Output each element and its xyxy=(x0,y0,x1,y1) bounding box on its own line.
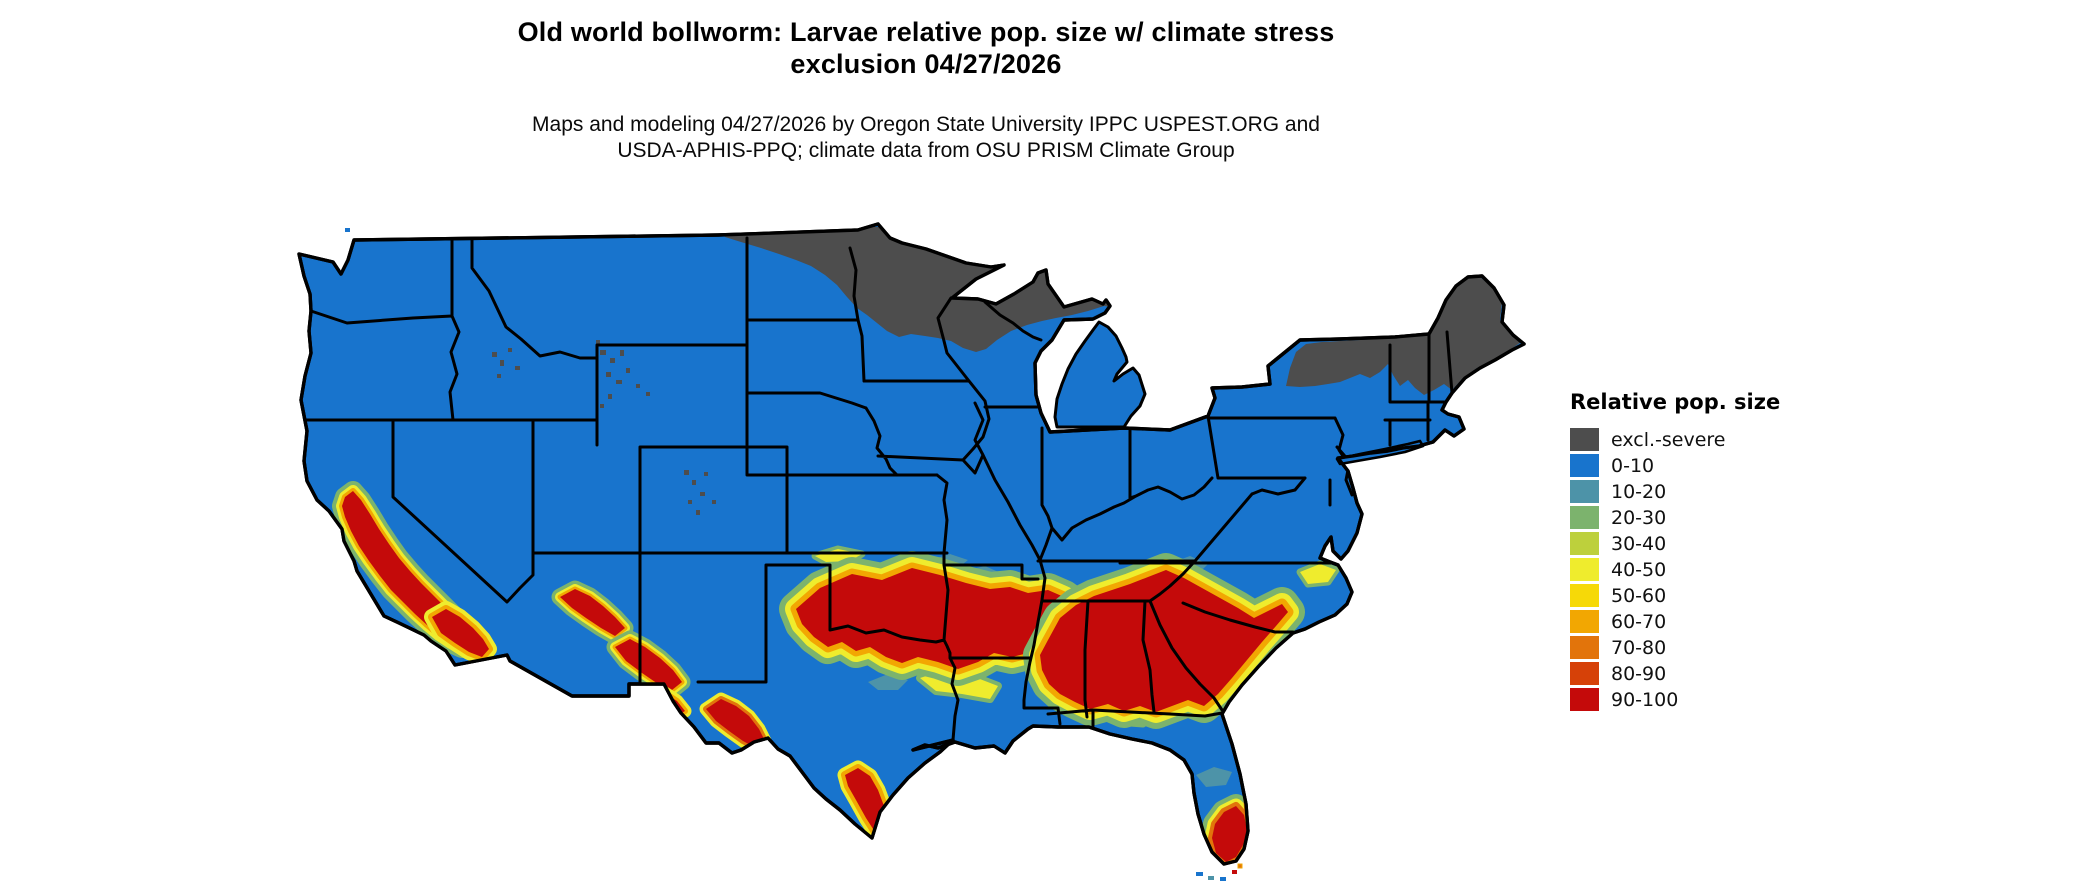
legend-swatch-60-70 xyxy=(1570,610,1599,633)
excluded-region-northeast xyxy=(1286,277,1520,395)
legend-label: 0-10 xyxy=(1611,454,1655,477)
legend-swatch-90-100 xyxy=(1570,688,1599,711)
title-line-2: exclusion 04/27/2026 xyxy=(790,49,1062,79)
legend-swatch-30-40 xyxy=(1570,532,1599,555)
legend-item: 20-30 xyxy=(1570,506,1800,529)
legend-swatch-20-30 xyxy=(1570,506,1599,529)
excluded-region-north-central xyxy=(712,227,1118,352)
state-borders xyxy=(303,236,1454,742)
us-map xyxy=(297,222,1526,881)
legend-label: 20-30 xyxy=(1611,506,1667,529)
figure-subtitle: Maps and modeling 04/27/2026 by Oregon S… xyxy=(297,112,1555,164)
legend-label: 30-40 xyxy=(1611,532,1667,555)
legend-item: 80-90 xyxy=(1570,662,1800,685)
raster-layers xyxy=(303,227,1520,862)
legend-label: 80-90 xyxy=(1611,662,1667,685)
legend-label: 50-60 xyxy=(1611,584,1667,607)
legend-item: 0-10 xyxy=(1570,454,1800,477)
legend-item: 40-50 xyxy=(1570,558,1800,581)
legend-label: excl.-severe xyxy=(1611,428,1726,451)
excluded-mountain-speckles xyxy=(492,340,716,515)
michigan-lower-peninsula xyxy=(1053,320,1147,429)
legend-swatch-70-80 xyxy=(1570,636,1599,659)
legend-swatch-50-60 xyxy=(1570,584,1599,607)
legend-swatch-40-50 xyxy=(1570,558,1599,581)
us-map-container xyxy=(297,222,1557,892)
legend-swatch-10-20 xyxy=(1570,480,1599,503)
map-legend: Relative pop. size excl.-severe 0-10 10-… xyxy=(1570,390,1800,714)
florida-keys xyxy=(1196,863,1243,881)
legend-label: 90-100 xyxy=(1611,688,1679,711)
legend-title: Relative pop. size xyxy=(1570,390,1781,414)
figure-title: Old world bollworm: Larvae relative pop.… xyxy=(297,16,1555,80)
legend-item: 30-40 xyxy=(1570,532,1800,555)
subtitle-line-2: USDA-APHIS-PPQ; climate data from OSU PR… xyxy=(617,139,1235,162)
excluded-severe-regions xyxy=(492,227,1520,515)
legend-label: 40-50 xyxy=(1611,558,1667,581)
legend-label: 10-20 xyxy=(1611,480,1667,503)
legend-swatch-0-10 xyxy=(1570,454,1599,477)
point-roberts-speck xyxy=(345,228,350,232)
legend-item: excl.-severe xyxy=(1570,428,1800,451)
legend-item: 50-60 xyxy=(1570,584,1800,607)
legend-swatch-excl-severe xyxy=(1570,428,1599,451)
legend-label: 60-70 xyxy=(1611,610,1667,633)
legend-item: 70-80 xyxy=(1570,636,1800,659)
legend-label: 70-80 xyxy=(1611,636,1667,659)
legend-item: 90-100 xyxy=(1570,688,1800,711)
legend-item: 10-20 xyxy=(1570,480,1800,503)
legend-swatch-80-90 xyxy=(1570,662,1599,685)
legend-item: 60-70 xyxy=(1570,610,1800,633)
title-line-1: Old world bollworm: Larvae relative pop.… xyxy=(517,17,1335,47)
coastline-stroke xyxy=(297,222,1526,866)
subtitle-line-1: Maps and modeling 04/27/2026 by Oregon S… xyxy=(532,113,1320,136)
